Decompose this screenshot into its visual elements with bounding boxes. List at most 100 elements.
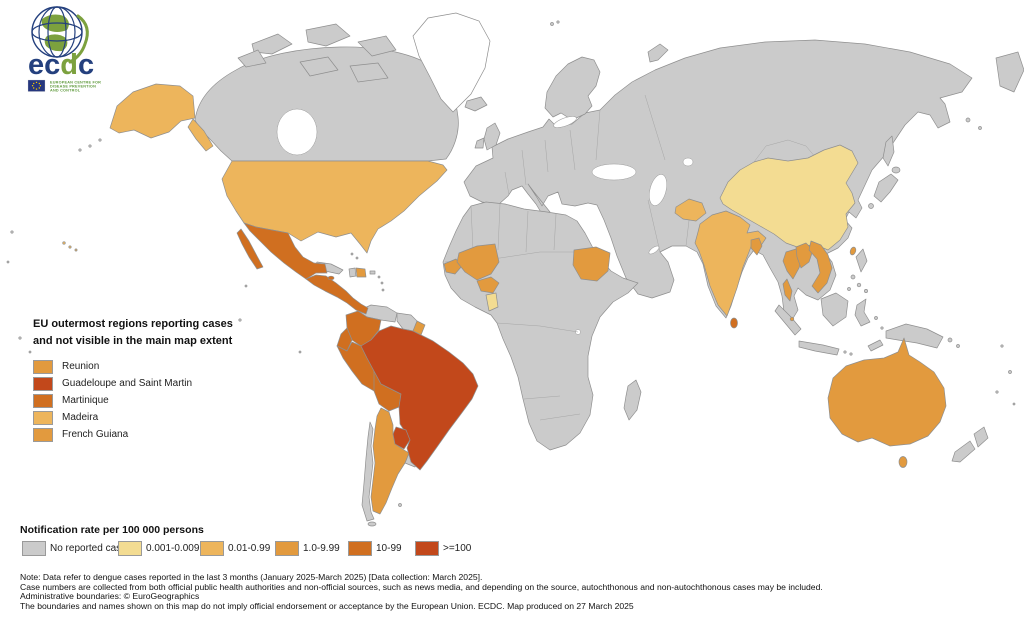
baja-california [236, 228, 264, 270]
territory-greenland [412, 12, 491, 113]
outermost-regions-legend: EU outermost regions reporting cases and… [33, 316, 248, 443]
island-bali [843, 350, 847, 354]
island-antilles [380, 281, 384, 285]
legend-item-guadeloupe: Guadeloupe and Saint Martin [33, 375, 248, 392]
black-sea [591, 163, 637, 181]
legend-item-french-guiana: French Guiana [33, 426, 248, 443]
region-central-america [305, 274, 369, 315]
country-india [694, 210, 767, 317]
country-iceland [464, 96, 488, 112]
island-pacific [1012, 402, 1016, 406]
island-svalbard [556, 20, 560, 24]
arctic-island [251, 33, 293, 55]
island-aleutian [88, 144, 92, 148]
swatch-no-cases [22, 541, 46, 556]
island-antilles [377, 275, 381, 279]
note-line-4: The boundaries and names shown on this m… [20, 601, 634, 612]
swatch-madeira [33, 410, 53, 425]
island-bering [978, 126, 982, 130]
island-solomon [956, 344, 960, 348]
label-no-cases: No reported cases [50, 543, 132, 554]
island-hawaii [68, 245, 72, 249]
country-mexico [243, 222, 328, 280]
island-pacific [18, 336, 22, 340]
country-dominican-republic [355, 267, 367, 278]
thailand-peninsula [782, 278, 793, 302]
country-laos [795, 242, 814, 269]
country-ghana [485, 292, 499, 312]
logo-swoosh [68, 14, 89, 64]
note-line-2: Case numbers are collected from both off… [20, 581, 823, 592]
island-hokkaido [891, 166, 901, 174]
swatch-french-guiana [33, 427, 53, 442]
island-bahamas [355, 256, 359, 260]
arctic-island [357, 35, 397, 57]
countries-rate-0001-0009 [485, 144, 859, 312]
island-philippines [850, 274, 856, 280]
island-lombok [849, 352, 853, 356]
island-galapagos [298, 350, 302, 354]
swatch-reunion [33, 359, 53, 374]
island-moluccas [880, 326, 884, 330]
footnotes: Note: Data refer to dengue cases reporte… [20, 572, 823, 612]
caspian-sea [648, 174, 668, 206]
countries-rate-10-99 [236, 222, 738, 412]
swatch-10-999 [275, 541, 299, 556]
swatch-guadeloupe [33, 376, 53, 391]
landmass-chukotka-wrap [995, 51, 1024, 93]
island-new-guinea [885, 323, 944, 349]
country-burkina-faso [476, 276, 500, 294]
island-bering [965, 117, 971, 123]
island-pacific [1000, 344, 1004, 348]
island-svalbard [550, 22, 554, 26]
island-philippines [856, 282, 862, 288]
island-aleutian [98, 138, 102, 142]
island-java [798, 340, 840, 356]
island-new-britain [947, 337, 953, 343]
ecdc-logo: ecdc EUROPEAN CENTRE FOR DISEASE PREVENT… [27, 6, 101, 93]
country-canada [194, 46, 459, 162]
island-tasmania [898, 456, 908, 468]
arctic-island [349, 62, 389, 83]
island-falklands [398, 503, 402, 507]
country-haiti [348, 267, 357, 278]
logo-tagline-line2: DISEASE PREVENTION [50, 85, 96, 89]
eu-flag-icon [27, 79, 46, 92]
landmass-eurasia [463, 39, 973, 321]
alaska-panhandle [187, 118, 214, 152]
logo-tagline-line3: AND CONTROL [50, 89, 81, 93]
countries-rate-ge-100 [360, 325, 479, 471]
eu-flag-stars [31, 81, 42, 90]
island-novaya-zemlya [647, 43, 669, 63]
swatch-001-099 [200, 541, 224, 556]
swatch-10-99 [348, 541, 372, 556]
rate-legend-title: Notification rate per 100 000 persons [20, 524, 204, 536]
country-jamaica [327, 275, 335, 281]
country-madagascar [623, 379, 642, 421]
territory-puerto-rico [369, 270, 376, 275]
country-ireland [474, 137, 485, 149]
island-pacific [6, 260, 10, 264]
legend-item-madeira: Madeira [33, 409, 248, 426]
island-pacific [10, 230, 14, 234]
island-fiji [1008, 370, 1012, 374]
island-luzon [855, 248, 868, 273]
logo-wordmark: ecdc [28, 49, 94, 81]
island-hawaii [62, 241, 66, 245]
legend-item-reunion: Reunion [33, 358, 248, 375]
hudson-bay [276, 108, 318, 156]
island-timor [867, 339, 884, 352]
arctic-island [305, 23, 351, 47]
island-mindanao [864, 289, 868, 293]
country-china [719, 144, 859, 251]
aral-sea [682, 157, 694, 167]
country-chile [361, 421, 375, 522]
island-philippines [847, 287, 851, 291]
countries-rate-10-999 [355, 237, 947, 515]
country-sri-lanka [730, 317, 738, 329]
baltic-sea [553, 116, 577, 128]
label-001-099: 0.01-0.99 [228, 543, 271, 554]
arctic-island [299, 56, 339, 77]
country-vietnam [808, 240, 833, 294]
